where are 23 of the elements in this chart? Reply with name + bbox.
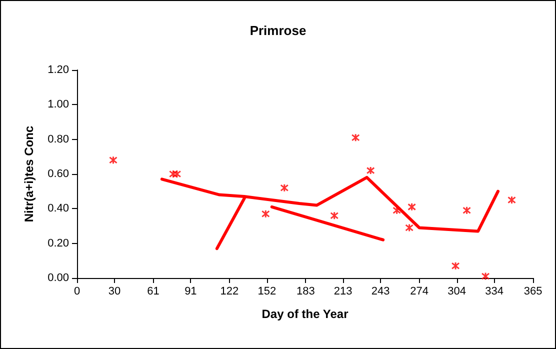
x-tick-label: 334 (485, 286, 504, 298)
chart-title: Primrose (250, 23, 306, 38)
y-tick-label: 0.40 (48, 202, 69, 215)
x-tick-label: 183 (296, 286, 315, 298)
y-tick-label: 1.00 (48, 98, 69, 111)
x-tick-label: 30 (108, 286, 121, 298)
y-tick-label: 0.20 (48, 237, 69, 250)
x-tick-label: 61 (147, 286, 160, 298)
y-tick-label: 0.80 (48, 133, 69, 146)
y-tick-label: 0.60 (48, 168, 69, 180)
x-tick-label: 91 (184, 286, 197, 298)
x-tick-label: 243 (371, 286, 390, 298)
x-tick-label: 0 (74, 286, 80, 298)
x-tick-label: 304 (448, 286, 466, 298)
x-axis-title: Day of the Year (262, 307, 349, 321)
x-tick-label: 152 (258, 286, 276, 298)
y-tick-label: 1.20 (48, 64, 69, 76)
x-tick-label: 122 (220, 286, 239, 298)
x-tick-label: 213 (334, 286, 352, 298)
y-axis-title: Nitr(a+i)tes Conc (22, 126, 36, 222)
y-tick-label: 0.00 (48, 272, 69, 284)
x-tick-label: 274 (410, 286, 428, 298)
x-tick-label: 365 (524, 286, 542, 298)
